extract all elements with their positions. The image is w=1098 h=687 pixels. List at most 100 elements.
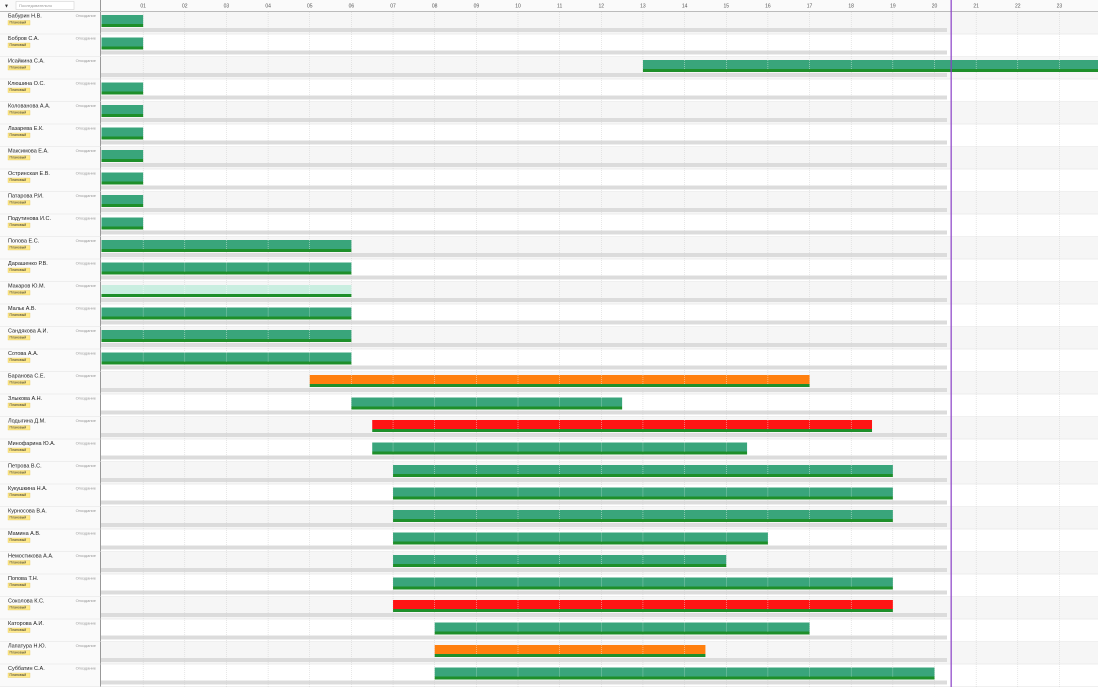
shift-bar[interactable] — [101, 195, 144, 204]
shift-bar[interactable] — [101, 82, 144, 92]
shift-bar[interactable] — [101, 172, 144, 182]
shift-bar[interactable] — [434, 645, 706, 654]
shift-base — [101, 339, 352, 342]
employee-name: Лапатура Н.Ю. — [8, 643, 47, 649]
shift-base — [101, 361, 352, 365]
tag-badge — [7, 290, 31, 296]
row-strip — [101, 613, 947, 617]
tag: Плановый — [10, 673, 27, 677]
employee-name: Колованова А.А. — [8, 103, 51, 109]
shift-bar[interactable] — [101, 15, 144, 24]
tag: Плановый — [10, 156, 27, 160]
tag: Плановый — [10, 381, 27, 385]
search-text[interactable]: Последовательно — [19, 3, 53, 8]
tag: Плановый — [10, 21, 27, 25]
status: Опоздание — [76, 283, 97, 288]
employee-name: Курносова В.А. — [8, 508, 47, 514]
shift-base — [434, 654, 706, 657]
shift-bar[interactable] — [101, 217, 144, 227]
employee-name: Лазарева Е.К. — [8, 126, 44, 132]
hour-label: 04 — [265, 3, 271, 9]
shift-base — [393, 541, 768, 545]
status: Опоздание — [76, 396, 97, 401]
row-strip — [101, 343, 947, 347]
status: Опоздание — [76, 531, 97, 536]
tag: Плановый — [10, 651, 27, 655]
row-strip — [101, 73, 947, 77]
status: Опоздание — [76, 148, 97, 153]
tag-badge — [7, 582, 31, 588]
shift-bar[interactable] — [642, 60, 1098, 69]
tag-badge — [7, 132, 31, 138]
hour-label: 17 — [807, 3, 813, 9]
tag: Плановый — [10, 201, 27, 205]
row-strip — [101, 185, 947, 190]
row-strip — [101, 230, 947, 235]
search-box[interactable] — [15, 1, 75, 10]
employee-name: Подутинова И.С. — [8, 216, 51, 222]
shift-base — [372, 451, 748, 455]
row-strip — [101, 433, 947, 437]
hour-label: 18 — [848, 3, 854, 9]
shift-bar[interactable] — [101, 127, 144, 137]
employee-name: Каторова А.И. — [8, 621, 44, 627]
hour-label: 09 — [474, 3, 480, 9]
tag-badge — [7, 402, 31, 408]
row-strip — [101, 298, 947, 302]
tag-badge — [7, 605, 31, 611]
tag: Плановый — [10, 88, 27, 92]
shift-bar[interactable] — [101, 150, 144, 159]
tag-badge — [7, 65, 31, 71]
shift-base — [393, 496, 893, 500]
status: Опоздание — [76, 193, 97, 198]
employee-name: Петрова В.С. — [8, 463, 42, 469]
shift-base — [101, 271, 352, 275]
row-strip — [101, 590, 947, 595]
filter-icon[interactable]: ▼ — [4, 3, 9, 9]
shift-bar[interactable] — [372, 420, 873, 429]
employee-name: Лодыгина Д.М. — [8, 418, 46, 424]
shift-base — [393, 586, 893, 590]
shift-bar[interactable] — [101, 37, 144, 47]
employee-name: Сандякова А.И. — [8, 328, 48, 334]
status: Опоздание — [76, 418, 97, 423]
row-strip — [101, 253, 947, 257]
tag-badge — [7, 155, 31, 161]
employee-name: Соколова К.С. — [8, 598, 45, 604]
tag-badge — [7, 627, 31, 633]
employee-name: Патарова Р.И. — [8, 193, 44, 199]
shift-bar[interactable] — [351, 397, 623, 407]
hour-label: 05 — [307, 3, 313, 9]
row-strip — [101, 365, 947, 370]
tag: Плановый — [10, 291, 27, 295]
shift-bar[interactable] — [434, 622, 810, 632]
hour-label: 20 — [932, 3, 938, 9]
hour-label: 08 — [432, 3, 438, 9]
employee-name: Попова Т.Н. — [8, 576, 39, 582]
shift-base — [351, 406, 623, 410]
employee-name: Исайкина С.А. — [8, 57, 45, 64]
status: Опоздание — [76, 463, 97, 468]
shift-bar[interactable] — [101, 105, 144, 114]
status: Опоздание — [76, 621, 97, 626]
tag: Плановый — [10, 538, 27, 542]
tag-badge — [7, 245, 31, 251]
status: Опоздание — [76, 216, 97, 221]
employee-name: Дарашенко Р.В. — [8, 261, 48, 267]
tag-badge — [7, 87, 31, 93]
employee-name: Кукушкина Н.А. — [8, 486, 48, 492]
hour-label: 06 — [349, 3, 355, 9]
tag: Плановый — [10, 493, 27, 497]
row-strip — [101, 388, 947, 392]
tag: Плановый — [10, 471, 27, 475]
employee-name: Бабурин Н.В. — [8, 13, 42, 19]
shift-bar[interactable] — [393, 532, 768, 542]
hour-label: 13 — [640, 3, 646, 9]
tag: Плановый — [10, 111, 27, 115]
hour-label: 22 — [1015, 3, 1021, 9]
status: Опоздание — [76, 598, 97, 603]
employee-name: Бобров С.А. — [8, 36, 40, 42]
tag-badge — [7, 492, 31, 498]
shift-base — [393, 609, 893, 612]
employee-name: Клюшина О.С. — [8, 81, 45, 87]
